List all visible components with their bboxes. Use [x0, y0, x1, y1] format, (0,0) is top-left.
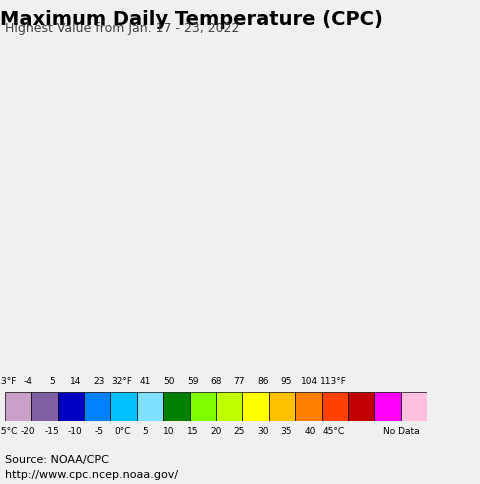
- Text: 14: 14: [70, 376, 81, 385]
- Bar: [31, 392, 58, 421]
- Text: 0°C: 0°C: [114, 426, 131, 436]
- Text: 59: 59: [187, 376, 198, 385]
- Bar: [84, 392, 110, 421]
- Bar: [58, 392, 84, 421]
- Text: Highest Value from Jan. 17 - 23, 2022: Highest Value from Jan. 17 - 23, 2022: [5, 21, 239, 34]
- Text: 86: 86: [257, 376, 269, 385]
- Text: 68: 68: [210, 376, 222, 385]
- Text: 5: 5: [143, 426, 148, 436]
- Bar: [163, 392, 190, 421]
- Text: 41: 41: [140, 376, 151, 385]
- Text: 30: 30: [257, 426, 269, 436]
- Bar: [137, 392, 163, 421]
- Text: -5: -5: [94, 426, 103, 436]
- Bar: [374, 392, 401, 421]
- Text: -4: -4: [24, 376, 33, 385]
- Text: 25: 25: [234, 426, 245, 436]
- Text: 23: 23: [93, 376, 104, 385]
- Bar: [322, 392, 348, 421]
- Text: 10: 10: [163, 426, 175, 436]
- Text: Maximum Daily Temperature (CPC): Maximum Daily Temperature (CPC): [0, 10, 383, 29]
- Text: -20: -20: [21, 426, 36, 436]
- Bar: [110, 392, 137, 421]
- Text: 15: 15: [187, 426, 198, 436]
- Text: -13°F: -13°F: [0, 376, 17, 385]
- Text: 104: 104: [301, 376, 318, 385]
- Text: 20: 20: [210, 426, 222, 436]
- Bar: [401, 392, 427, 421]
- Text: -25°C: -25°C: [0, 426, 17, 436]
- Bar: [216, 392, 242, 421]
- Bar: [242, 392, 269, 421]
- Bar: [435, 392, 467, 421]
- Bar: [5, 392, 31, 421]
- Text: 45°C: 45°C: [322, 426, 344, 436]
- Text: Source: NOAA/CPC: Source: NOAA/CPC: [5, 454, 108, 464]
- Text: 95: 95: [281, 376, 292, 385]
- Text: http://www.cpc.ncep.noaa.gov/: http://www.cpc.ncep.noaa.gov/: [5, 469, 178, 479]
- Text: 50: 50: [163, 376, 175, 385]
- Bar: [348, 392, 374, 421]
- Text: No Data: No Data: [383, 426, 420, 436]
- Bar: [190, 392, 216, 421]
- Text: 5: 5: [49, 376, 55, 385]
- Text: -15: -15: [44, 426, 59, 436]
- Bar: [295, 392, 322, 421]
- Text: 35: 35: [281, 426, 292, 436]
- Text: 77: 77: [234, 376, 245, 385]
- Text: 113°F: 113°F: [320, 376, 347, 385]
- Text: -10: -10: [68, 426, 83, 436]
- Text: 32°F: 32°F: [112, 376, 132, 385]
- Text: 40: 40: [304, 426, 315, 436]
- Bar: [269, 392, 295, 421]
